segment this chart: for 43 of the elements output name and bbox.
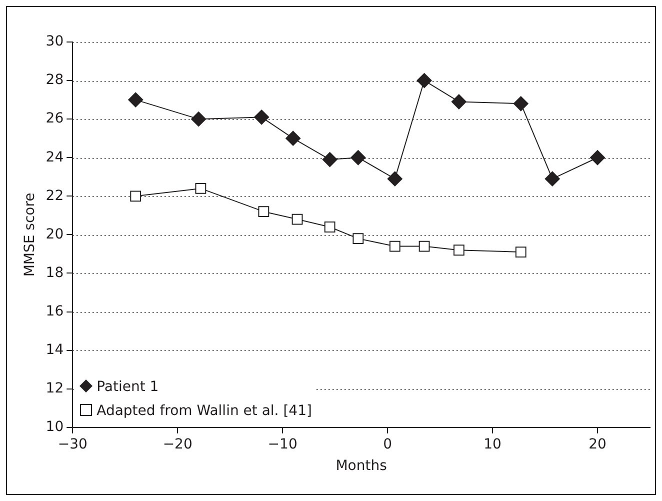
point xyxy=(191,112,206,127)
point xyxy=(128,92,144,108)
y-tick-label: 24 xyxy=(46,149,64,166)
point xyxy=(418,240,430,252)
y-tick-label: 18 xyxy=(46,264,64,281)
point xyxy=(286,130,301,146)
point xyxy=(416,73,432,88)
point xyxy=(387,171,402,186)
y-tick-label: 16 xyxy=(46,303,64,320)
y-tick-label: 14 xyxy=(46,342,64,358)
point xyxy=(254,110,270,125)
point xyxy=(451,94,466,110)
x-tick-label: −10 xyxy=(268,436,298,452)
x-tick-label: −20 xyxy=(162,436,192,452)
point xyxy=(258,206,270,218)
x-tick-label: 0 xyxy=(383,436,392,452)
y-tick-label: 12 xyxy=(46,380,64,396)
x-tick-label: −30 xyxy=(58,436,88,452)
point xyxy=(130,190,142,202)
x-axis-title: Months xyxy=(336,458,387,474)
y-axis-title: MMSE score xyxy=(22,192,38,277)
point xyxy=(322,152,338,168)
point xyxy=(590,150,606,166)
point xyxy=(352,233,364,244)
point xyxy=(544,171,560,186)
point xyxy=(324,222,336,232)
point xyxy=(513,96,528,112)
y-tick-label: 10 xyxy=(46,419,64,436)
y-tick-label: 30 xyxy=(46,34,64,50)
y-tick-label: 26 xyxy=(46,110,64,127)
y-tick-label: 28 xyxy=(46,72,64,88)
point xyxy=(515,246,526,258)
point xyxy=(453,244,464,256)
point xyxy=(195,183,206,194)
x-tick-label: 10 xyxy=(484,436,502,452)
point xyxy=(350,150,366,166)
y-tick-label: 22 xyxy=(46,188,64,204)
y-tick-label: 20 xyxy=(46,226,64,242)
point xyxy=(389,240,400,252)
legend-label: Patient 1 xyxy=(96,378,160,398)
x-tick-label: 20 xyxy=(588,436,606,452)
point xyxy=(292,214,303,225)
legend-label: Adapted from Wallin et al. [41] xyxy=(96,402,312,422)
